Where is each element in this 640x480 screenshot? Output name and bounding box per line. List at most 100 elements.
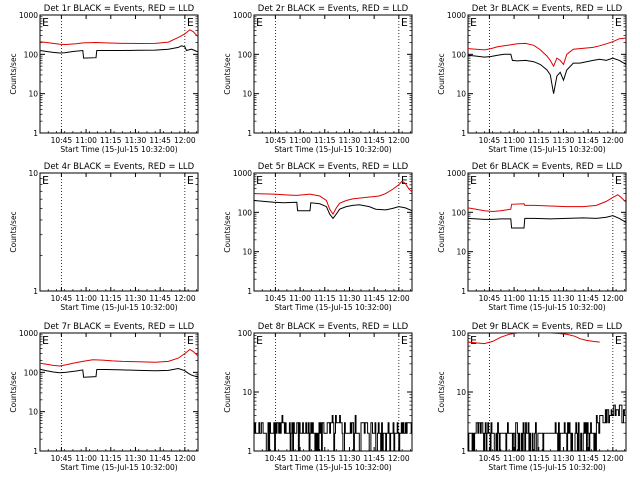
panel-title: Det 7r BLACK = Events, RED = LLD [44,322,195,332]
x-tick-label: 11:30 [125,454,147,463]
y-tick-label: 1 [461,287,466,296]
x-tick-label: 11:30 [339,136,361,145]
y-tick-label: 100 [24,50,39,59]
x-tick-label: 12:00 [174,454,196,463]
y-tick-label: 10 [28,169,38,178]
x-tick-label: 10:45 [479,294,501,303]
x-tick-label: 11:00 [75,454,97,463]
series-events-line [254,200,412,220]
plot-frame [39,172,199,292]
event-marker-start: E [42,16,49,29]
x-tick-label: 11:45 [577,454,599,463]
y-tick-label: 1000 [233,169,252,178]
y-tick-label: 1 [461,129,466,138]
event-marker-start: E [42,174,49,187]
y-axis-label: Counts/sec [223,53,232,94]
y-tick-label: 100 [452,208,467,217]
series-lld-line [40,29,198,46]
y-axis-label: Counts/sec [437,211,446,252]
y-axis-label: Counts/sec [437,53,446,94]
x-tick-label: 11:30 [339,294,361,303]
y-axis-label: Counts/sec [223,371,232,412]
y-tick-label: 1 [461,447,466,456]
y-tick-label: 1 [247,447,252,456]
x-tick-label: 10:45 [265,454,287,463]
x-tick-label: 11:15 [314,454,336,463]
event-marker-start: E [470,16,477,29]
x-tick-label: 11:45 [149,294,171,303]
x-tick-label: 12:00 [602,454,624,463]
y-tick-label: 1 [247,287,252,296]
x-tick-label: 11:00 [503,294,525,303]
x-tick-label: 12:00 [602,294,624,303]
series-lld-line [468,194,626,213]
y-tick-label: 100 [238,208,253,217]
panel-title: Det 6r BLACK = Events, RED = LLD [472,162,623,172]
y-tick-label: 1 [33,287,38,296]
event-marker-end: E [401,16,408,29]
y-tick-label: 1 [33,447,38,456]
x-tick-label: 11:15 [314,294,336,303]
y-tick-label: 10 [456,388,466,397]
x-tick-label: 11:00 [75,136,97,145]
y-axis-label: Counts/sec [437,371,446,412]
event-marker-end: E [187,174,194,187]
y-axis-label: Counts/sec [9,211,18,252]
panel-title: Det 5r BLACK = Events, RED = LLD [258,162,409,172]
series-lld-line [40,348,198,367]
x-tick-label: 11:00 [289,294,311,303]
x-tick-label: 12:00 [174,294,196,303]
x-tick-label: 11:30 [125,136,147,145]
y-tick-label: 10 [456,248,466,257]
x-tick-label: 11:45 [149,454,171,463]
y-tick-label: 1 [247,129,252,138]
x-tick-label: 10:45 [51,136,73,145]
y-tick-label: 1000 [447,169,466,178]
x-tick-label: 11:30 [553,454,575,463]
y-axis-label: Counts/sec [223,211,232,252]
x-tick-label: 11:45 [577,294,599,303]
x-axis-label: Start Time (15-Jul-15 10:32:00) [60,145,177,154]
x-tick-label: 11:45 [363,454,385,463]
event-marker-start: E [470,334,477,347]
x-tick-label: 10:45 [265,294,287,303]
y-tick-label: 1000 [19,11,38,20]
y-tick-label: 10 [242,90,252,99]
series-events-line [40,367,198,378]
y-tick-label: 10 [28,408,38,417]
x-tick-label: 10:45 [479,136,501,145]
plot-frame [253,14,413,134]
panel-det-9r: Det 9r BLACK = Events, RED = LLD E E 10:45 1… [437,322,627,472]
x-tick-label: 11:15 [100,136,122,145]
y-tick-label: 100 [452,50,467,59]
y-tick-label: 1000 [19,329,38,338]
x-tick-label: 12:00 [602,136,624,145]
event-marker-end: E [615,334,622,347]
panel-title: Det 9r BLACK = Events, RED = LLD [472,322,623,332]
y-tick-label: 1 [33,129,38,138]
y-tick-label: 10 [456,90,466,99]
event-marker-start: E [470,174,477,187]
x-tick-label: 11:15 [528,294,550,303]
series-lld-line [468,333,600,345]
x-tick-label: 12:00 [174,136,196,145]
x-axis-label: Start Time (15-Jul-15 10:32:00) [60,303,177,312]
y-axis-label: Counts/sec [9,53,18,94]
x-axis-label: Start Time (15-Jul-15 10:32:00) [274,303,391,312]
x-tick-label: 10:45 [479,454,501,463]
x-tick-label: 11:15 [314,136,336,145]
series-events-line [468,53,626,94]
series-events-line [468,215,626,229]
series-events-line [468,404,626,451]
x-tick-label: 11:30 [125,294,147,303]
x-axis-label: Start Time (15-Jul-15 10:32:00) [488,303,605,312]
event-marker-end: E [401,174,408,187]
event-marker-end: E [187,16,194,29]
panel-title: Det 4r BLACK = Events, RED = LLD [44,162,195,172]
